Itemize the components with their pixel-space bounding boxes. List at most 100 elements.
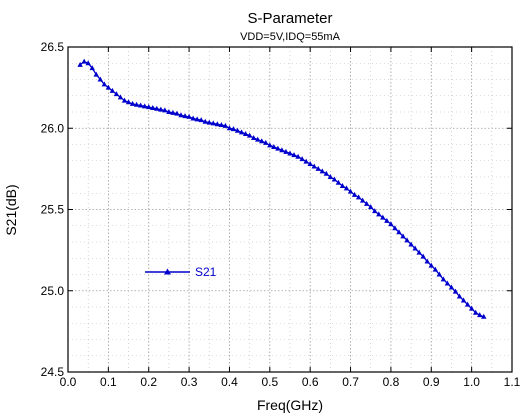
data-point [355,194,362,200]
data-point [117,94,124,100]
x-tick-label: 0.5 [261,375,278,389]
data-point [319,168,325,174]
data-point [440,276,447,282]
data-point [81,58,87,64]
data-point [271,143,277,149]
data-point [190,115,196,121]
data-point [101,81,108,87]
data-point [194,116,200,122]
data-point [392,225,398,231]
y-axis-label: S21(dB) [3,184,19,235]
x-ticks: 0.0 0.1 0.2 0.3 0.4 0.5 0.6 0.7 0.8 0.9 1.0 1.1 [60,47,521,389]
x-tick-label: 0.7 [342,375,359,389]
data-point [182,113,188,119]
data-point [275,145,281,151]
data-point [481,313,487,319]
data-point [396,229,402,235]
data-point [263,139,269,145]
data-point [452,288,459,294]
data-point [129,100,136,106]
data-point [170,109,176,115]
data-point [295,153,301,159]
data-point [299,156,305,162]
data-point [335,179,342,185]
data-point [444,280,451,286]
data-point [242,130,249,136]
data-point [363,200,370,206]
data-point [186,113,192,119]
x-tick-label: 0.9 [423,375,440,389]
data-point [255,136,261,142]
data-point [400,233,406,239]
y-tick-label: 26.5 [41,40,65,54]
legend: S21 [145,265,217,279]
x-tick-label: 0.2 [140,375,157,389]
data-point [388,221,394,227]
data-point [214,121,221,127]
data-point [368,204,374,210]
y-tick-label: 24.5 [41,365,65,379]
chart-subtitle: VDD=5V,IDQ=55mA [240,31,341,43]
data-point [202,118,208,124]
data-point [246,132,253,138]
data-point [468,305,475,311]
x-tick-label: 0.3 [181,375,198,389]
data-point [174,110,180,116]
data-point [372,208,378,214]
data-point [436,271,443,277]
data-point [380,214,386,220]
data-point [384,217,390,223]
data-point [307,161,313,166]
data-point [141,103,148,109]
data-point [420,253,426,259]
data-point [343,185,350,191]
data-point [154,105,160,111]
data-point [89,65,95,71]
data-point [259,138,265,144]
data-point [222,122,229,128]
y-tick-label: 26.0 [41,121,65,135]
data-point [283,148,289,154]
data-point [125,99,132,105]
data-point [198,117,204,123]
data-point [133,101,140,107]
data-point [206,119,212,125]
x-tick-label: 1.0 [463,375,480,389]
data-point [250,135,257,140]
data-point [137,102,144,108]
data-point [279,147,285,153]
data-point [210,120,217,126]
data-point [347,188,354,194]
data-point [359,197,366,203]
data-point [287,150,293,156]
data-point [267,142,273,148]
data-point [456,293,463,299]
x-tick-label: 1.1 [504,375,521,389]
data-point [351,191,358,197]
data-point [460,297,467,303]
x-axis-label: Freq(GHz) [257,397,323,413]
data-point [477,312,483,318]
x-tick-label: 0.6 [302,375,319,389]
data-point [178,112,184,118]
data-point [432,266,439,272]
data-point [412,245,418,251]
data-point [146,104,152,110]
data-point [331,176,338,182]
data-point [230,126,237,132]
data-point [226,125,233,131]
data-point [472,309,479,315]
x-tick-label: 0.4 [221,375,238,389]
x-tick-label: 0.1 [100,375,117,389]
y-tick-label: 25.0 [41,284,65,298]
x-tick-label: 0.0 [60,375,77,389]
data-point [166,109,172,114]
data-point [448,284,455,290]
data-point [218,122,225,127]
x-tick-label: 0.8 [383,375,400,389]
data-point [121,97,128,103]
data-point [238,129,245,135]
data-point [77,61,83,67]
data-point [416,249,422,255]
